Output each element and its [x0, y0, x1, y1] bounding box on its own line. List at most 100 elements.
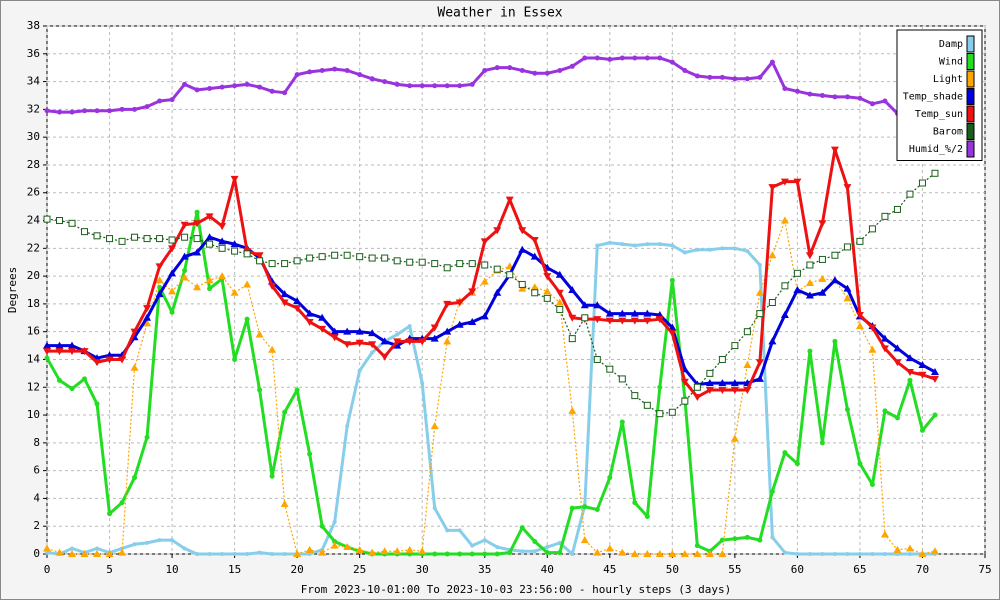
marker — [507, 550, 513, 556]
y-tick-label: 30 — [27, 130, 40, 143]
marker — [368, 548, 377, 556]
marker — [743, 361, 752, 369]
marker — [895, 552, 900, 556]
marker — [368, 254, 376, 262]
marker — [907, 377, 913, 383]
marker — [293, 305, 302, 313]
marker — [532, 70, 538, 76]
marker — [755, 288, 764, 296]
marker — [857, 95, 863, 101]
marker — [569, 63, 575, 69]
marker — [807, 348, 813, 354]
x-tick-label: 30 — [416, 563, 429, 576]
y-tick-label: 26 — [27, 186, 40, 199]
y-tick-label: 36 — [27, 47, 40, 60]
marker — [155, 276, 164, 284]
marker — [707, 247, 712, 252]
marker — [318, 325, 327, 333]
marker — [744, 534, 750, 540]
marker — [669, 59, 675, 65]
marker — [480, 238, 489, 246]
marker — [420, 381, 425, 386]
marker — [207, 86, 213, 92]
marker — [494, 65, 500, 71]
marker — [256, 257, 264, 265]
marker — [444, 83, 450, 89]
marker — [193, 248, 202, 256]
marker — [93, 550, 102, 557]
marker — [718, 379, 727, 387]
marker — [555, 289, 564, 297]
marker — [230, 288, 239, 296]
marker — [805, 252, 814, 260]
marker — [869, 482, 875, 488]
marker — [193, 283, 202, 291]
x-tick-label: 5 — [106, 563, 113, 576]
marker — [657, 242, 662, 247]
marker — [81, 228, 89, 236]
series-line — [46, 241, 935, 556]
marker — [445, 528, 450, 533]
marker — [244, 316, 250, 322]
marker — [831, 251, 839, 259]
marker — [145, 540, 150, 545]
marker — [694, 73, 700, 79]
marker — [607, 56, 613, 62]
marker — [457, 83, 463, 89]
marker — [905, 354, 914, 362]
marker — [118, 548, 127, 556]
marker — [69, 386, 75, 392]
marker — [644, 55, 650, 61]
marker — [556, 305, 564, 313]
marker — [444, 551, 450, 557]
marker — [455, 320, 464, 328]
marker — [506, 271, 514, 279]
marker — [769, 59, 775, 65]
marker — [855, 312, 864, 320]
marker — [880, 334, 889, 342]
marker — [93, 359, 102, 367]
marker — [868, 324, 877, 332]
marker — [931, 169, 939, 177]
marker — [768, 251, 777, 259]
marker — [418, 338, 427, 346]
x-tick-label: 45 — [603, 563, 616, 576]
marker — [756, 310, 764, 318]
y-tick-label: 20 — [27, 269, 40, 282]
marker — [380, 547, 389, 555]
marker — [307, 69, 313, 75]
marker — [918, 361, 927, 369]
marker — [781, 282, 789, 290]
marker — [744, 76, 750, 82]
marker — [582, 55, 588, 61]
marker — [606, 365, 614, 373]
marker — [770, 535, 775, 540]
marker — [382, 79, 388, 85]
marker — [282, 409, 288, 415]
legend-label: Wind — [939, 57, 963, 68]
marker — [555, 270, 564, 278]
x-tick-label: 10 — [165, 563, 178, 576]
marker — [532, 549, 537, 554]
marker — [318, 253, 326, 261]
marker — [168, 245, 177, 253]
marker — [205, 233, 214, 241]
marker — [632, 500, 638, 506]
marker — [319, 523, 325, 529]
marker — [344, 67, 350, 73]
marker — [94, 401, 100, 407]
marker — [745, 249, 750, 254]
marker — [782, 450, 788, 456]
marker — [469, 551, 475, 557]
marker — [132, 542, 137, 547]
marker — [430, 422, 439, 430]
marker — [245, 552, 250, 556]
marker — [718, 355, 726, 363]
marker — [693, 393, 702, 401]
marker — [805, 279, 814, 287]
marker — [820, 552, 825, 556]
marker — [593, 355, 601, 363]
y-tick-label: 38 — [27, 19, 40, 32]
marker — [230, 175, 239, 183]
